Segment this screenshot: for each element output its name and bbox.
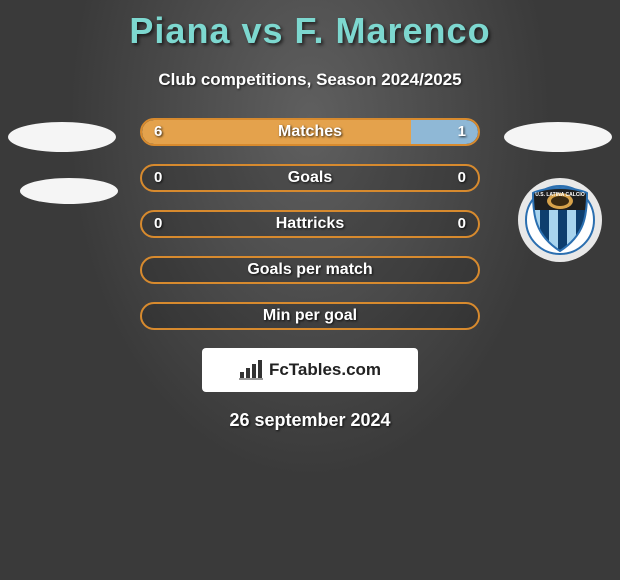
svg-text:U.S. LATINA CALCIO: U.S. LATINA CALCIO: [535, 192, 585, 198]
player-right-placeholder-top: [504, 122, 612, 152]
stat-bar-row: Matches6 1: [140, 118, 480, 146]
stat-bar-label: Goals: [142, 166, 478, 190]
bar-chart-icon: [239, 360, 263, 380]
stat-bar-value-right: 0: [458, 212, 466, 236]
stat-bar-row: Goals per match: [140, 256, 480, 284]
stat-bar-value-left: 6: [154, 120, 162, 144]
stat-bar-row: Min per goal: [140, 302, 480, 330]
stat-bar-label: Min per goal: [142, 304, 478, 328]
player-left-placeholder-top: [8, 122, 116, 152]
shield-icon: U.S. LATINA CALCIO: [525, 185, 595, 255]
brand-badge: FcTables.com: [202, 348, 418, 392]
stat-bar-value-right: 0: [458, 166, 466, 190]
stat-bar-row: Hattricks0 0: [140, 210, 480, 238]
page-title: Piana vs F. Marenco: [0, 0, 620, 52]
stat-bar-value-left: 0: [154, 212, 162, 236]
stat-bar-value-left: 0: [154, 166, 162, 190]
player-left-placeholder-bottom: [20, 178, 118, 204]
stat-bar-label: Goals per match: [142, 258, 478, 282]
snapshot-date: 26 september 2024: [0, 410, 620, 431]
stat-bar-row: Goals0 0: [140, 164, 480, 192]
club-crest-right: U.S. LATINA CALCIO: [518, 178, 602, 262]
page-subtitle: Club competitions, Season 2024/2025: [0, 70, 620, 90]
brand-text: FcTables.com: [269, 360, 381, 380]
stat-bar-label: Hattricks: [142, 212, 478, 236]
stat-bar-label: Matches: [142, 120, 478, 144]
stat-bar-value-right: 1: [458, 120, 466, 144]
